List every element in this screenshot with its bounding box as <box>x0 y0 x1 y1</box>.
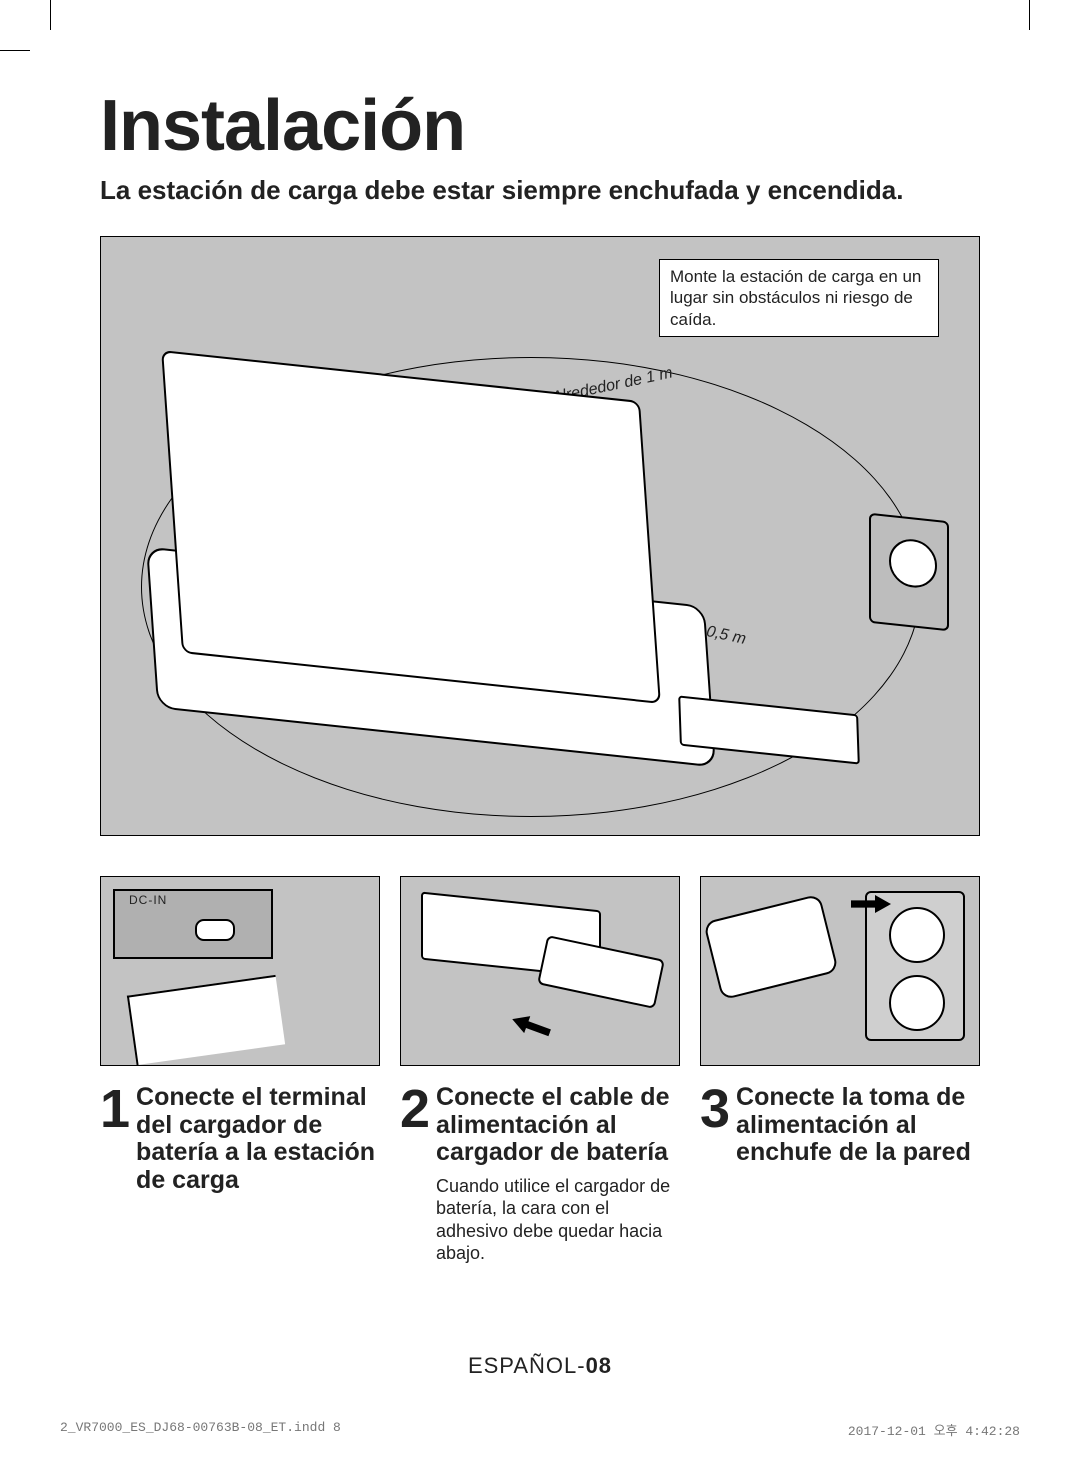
step-1-figure: DC-IN <box>100 876 380 1066</box>
step-1: DC-IN 1 Conecte el terminal del cargador… <box>100 876 380 1265</box>
step-title: Conecte el terminal del cargador de bate… <box>136 1084 380 1194</box>
dc-in-label: DC-IN <box>129 893 167 907</box>
step-body: Cuando utilice el cargador de batería, l… <box>400 1175 680 1265</box>
step-number: 3 <box>700 1084 730 1135</box>
step-2-figure <box>400 876 680 1066</box>
crop-mark <box>50 0 51 30</box>
step-2: 2 Conecte el cable de alimentación al ca… <box>400 876 680 1265</box>
step-number: 1 <box>100 1084 130 1135</box>
footer-page-number: 08 <box>586 1353 612 1378</box>
crop-mark <box>1029 0 1030 30</box>
source-file: 2_VR7000_ES_DJ68-00763B-08_ET.indd 8 <box>60 1420 341 1439</box>
placement-callout: Monte la estación de carga en un lugar s… <box>659 259 939 337</box>
step-title: Conecte la toma de alimentación al enchu… <box>736 1084 980 1167</box>
footer-language: ESPAÑOL- <box>468 1353 586 1378</box>
wall-outlet-icon <box>869 513 949 631</box>
page-title: Instalación <box>100 85 980 167</box>
charging-station-icon <box>171 377 651 677</box>
print-metadata: 2_VR7000_ES_DJ68-00763B-08_ET.indd 8 201… <box>60 1420 1020 1439</box>
step-title: Conecte el cable de alimentación al carg… <box>436 1084 680 1167</box>
page-content: Instalación La estación de carga debe es… <box>100 85 980 1265</box>
steps-row: DC-IN 1 Conecte el terminal del cargador… <box>100 876 980 1265</box>
installation-diagram: Monte la estación de carga en un lugar s… <box>100 236 980 836</box>
page-footer: ESPAÑOL-08 <box>0 1353 1080 1379</box>
print-timestamp: 2017-12-01 오후 4:42:28 <box>848 1420 1020 1439</box>
crop-mark <box>0 50 30 51</box>
step-3: 3 Conecte la toma de alimentación al enc… <box>700 876 980 1265</box>
step-3-figure <box>700 876 980 1066</box>
step-number: 2 <box>400 1084 430 1135</box>
page-subtitle: La estación de carga debe estar siempre … <box>100 175 980 206</box>
